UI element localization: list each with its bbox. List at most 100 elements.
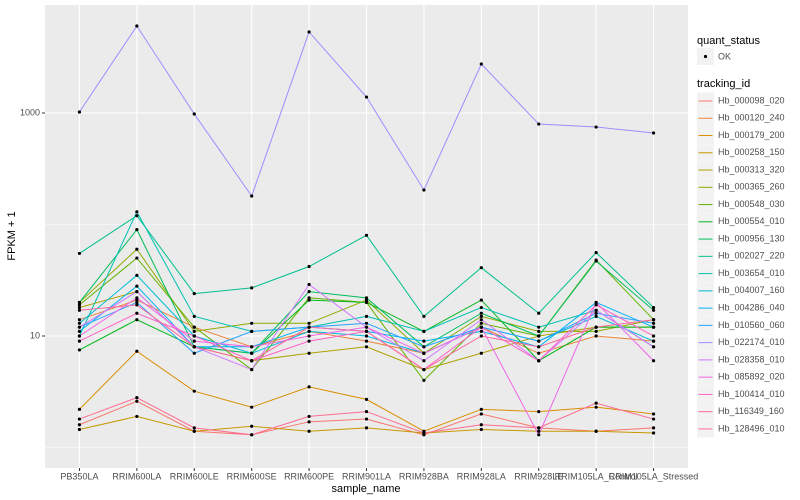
data-point (135, 227, 139, 232)
legend-label: Hb_000956_130 (718, 233, 785, 243)
data-point (135, 298, 139, 302)
x-tick-label: RRIM600LE (170, 471, 219, 481)
data-point (537, 339, 541, 343)
data-point (135, 210, 139, 214)
data-point (192, 426, 196, 430)
data-point (77, 407, 82, 411)
data-point (307, 414, 311, 419)
data-point (192, 389, 196, 393)
data-point (250, 367, 254, 372)
data-point (135, 247, 139, 251)
data-point (307, 321, 311, 325)
data-point (479, 321, 483, 325)
data-point (135, 296, 139, 300)
y-tick-label: 10 (30, 330, 40, 340)
data-point (364, 339, 369, 343)
data-point (422, 339, 426, 343)
x-axis-title: sample_name (331, 483, 400, 495)
data-point (594, 303, 598, 307)
data-point (307, 420, 311, 424)
data-point (307, 296, 311, 300)
data-point (651, 334, 656, 338)
data-point (479, 325, 483, 329)
data-point (537, 433, 541, 437)
data-point (651, 359, 656, 363)
data-point (307, 351, 311, 355)
data-point (77, 334, 82, 338)
data-point (422, 188, 426, 192)
data-point (307, 329, 311, 333)
data-point (422, 431, 426, 435)
data-point (537, 325, 541, 329)
data-point (250, 424, 254, 428)
data-point (537, 345, 541, 349)
data-point (594, 308, 598, 312)
x-tick-label: RRIM928LE (514, 471, 563, 481)
data-point (651, 318, 656, 322)
legend-point (703, 54, 708, 59)
data-point (422, 351, 426, 355)
data-point (479, 423, 483, 427)
data-point (77, 110, 82, 114)
data-point (651, 412, 656, 416)
data-point (77, 348, 82, 352)
data-point (250, 345, 254, 349)
data-point (135, 396, 139, 400)
legend-label: Hb_100414_010 (718, 389, 785, 399)
data-point (307, 429, 311, 433)
data-point (364, 95, 369, 99)
legend-label: Hb_116349_160 (718, 406, 784, 416)
data-point (479, 298, 483, 302)
legend-label: Hb_000365_260 (718, 182, 785, 192)
data-point (364, 325, 369, 329)
data-point (77, 325, 82, 329)
data-point (307, 334, 311, 338)
legend-label: Hb_000554_010 (718, 216, 785, 226)
data-point (135, 303, 139, 307)
data-point (479, 407, 483, 411)
data-point (594, 300, 598, 305)
data-point (77, 427, 82, 432)
legend-label: Hb_004286_040 (718, 302, 785, 312)
x-tick-label: PB350LA (60, 471, 98, 481)
data-point (192, 339, 196, 343)
data-point (192, 351, 196, 355)
data-point (135, 284, 139, 288)
data-point (651, 345, 656, 349)
data-point (422, 367, 426, 372)
data-point (307, 282, 311, 287)
data-point (537, 426, 541, 430)
data-point (364, 300, 369, 305)
data-point (77, 308, 82, 312)
legend-label: Hb_003654_010 (718, 268, 785, 278)
data-point (594, 429, 598, 433)
data-point (77, 321, 82, 325)
x-tick-label: RRIM600LA (112, 471, 161, 481)
data-point (594, 401, 598, 405)
data-point (537, 409, 541, 414)
data-point (364, 409, 369, 414)
data-point (135, 256, 139, 260)
data-point (479, 62, 483, 66)
data-point (537, 334, 541, 338)
data-point (651, 321, 656, 325)
legend-title: quant_status (697, 35, 760, 47)
data-point (135, 349, 139, 353)
legend-title: tracking_id (697, 78, 750, 90)
data-point (192, 329, 196, 333)
data-point (479, 412, 483, 416)
legend-label: Hb_022174_010 (718, 337, 785, 347)
data-point (537, 429, 541, 433)
legend-label: Hb_000548_030 (718, 199, 785, 209)
data-point (479, 329, 483, 333)
data-point (77, 303, 82, 307)
legend-label: Hb_010560_060 (718, 320, 785, 330)
data-point (479, 314, 483, 318)
data-point (250, 329, 254, 333)
legend-label: Hb_002027_220 (718, 251, 785, 261)
legend-label: Hb_028358_010 (718, 354, 785, 364)
legend-label: Hb_000098_020 (718, 95, 785, 105)
data-point (364, 345, 369, 349)
data-point (422, 378, 426, 382)
legend-label: OK (718, 51, 731, 61)
